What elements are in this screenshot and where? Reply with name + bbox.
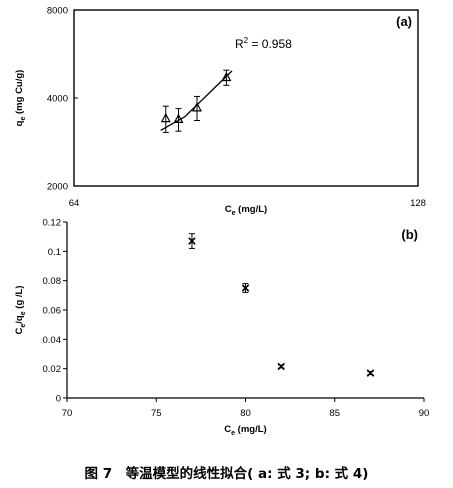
y-axis-label-a: qe (mg Cu/g) — [14, 70, 27, 127]
data-point-b — [188, 237, 196, 245]
x-axis-label-b: Ce (mg/L) — [224, 424, 266, 437]
x-tick-label-b: 90 — [419, 408, 430, 419]
y-axis-label-b-rest: (g /L) — [14, 286, 25, 312]
x-tick-label-a: 64 — [69, 198, 80, 209]
y-tick-label-b: 0 — [56, 394, 61, 405]
y-axis-label-b-mid: /q — [14, 315, 25, 324]
y-tick-label-b: 0.08 — [43, 276, 62, 287]
y-tick-label-b: 0.02 — [43, 364, 62, 375]
data-point-a — [221, 71, 232, 82]
r-squared-annotation: R2 = 0.958 — [235, 36, 292, 51]
y-axis-label-b: Ce/qe (g /L) — [14, 286, 27, 335]
y-tick-label-a: 8000 — [47, 6, 68, 17]
y-axis-label-a-rest: (mg Cu/g) — [14, 70, 25, 117]
y-axis-label-b-main: C — [14, 328, 25, 335]
r-squared-sup: 2 — [244, 36, 249, 45]
x-axis-label-a-sub: e — [232, 210, 236, 217]
chart-a: 2000 4000 8000 64 128 R2 = 0.958 (a) Ce (mg/L) q… — [14, 6, 426, 218]
data-point-b — [277, 362, 285, 371]
y-tick-label-b: 0.04 — [43, 335, 62, 346]
chart-b: 0 0.02 0.04 0.06 0.08 0.1 0.12 70 75 80 85 90 (b) Ce … — [14, 218, 429, 438]
y-axis-label-a-main: q — [14, 120, 25, 126]
y-tick-label-b: 0.1 — [48, 247, 61, 258]
x-tick-label-b: 85 — [329, 408, 340, 419]
x-axis-label-b-rest: (mg/L) — [235, 424, 267, 435]
y-tick-label-b: 0.06 — [43, 306, 62, 317]
x-axis-label-a: Ce (mg/L) — [225, 204, 267, 217]
panel-label-a: (a) — [396, 14, 412, 29]
data-point-b — [241, 284, 250, 292]
x-axis-label-b-sub: e — [231, 430, 235, 437]
y-axis-label-b-sub: e — [20, 324, 27, 328]
x-tick-label-b: 70 — [62, 408, 73, 419]
figure: 2000 4000 8000 64 128 R2 = 0.958 (a) Ce (mg/L) q… — [14, 6, 429, 438]
x-tick-label-b: 80 — [240, 408, 251, 419]
x-axis-label-b-main: C — [224, 424, 231, 435]
r-squared-rest: = 0.958 — [248, 37, 292, 51]
x-axis-label-a-main: C — [225, 204, 232, 215]
data-point-b — [366, 369, 375, 377]
fit-line-a — [160, 70, 233, 131]
r-squared-main: R — [235, 37, 244, 51]
data-point-a — [160, 112, 171, 123]
panel-label-b: (b) — [401, 227, 418, 242]
x-tick-label-a: 128 — [410, 198, 426, 209]
x-axis-label-a-rest: (mg/L) — [236, 204, 268, 215]
figure-caption: 图 7 等温模型的线性拟合( a: 式 3; b: 式 4) — [84, 466, 369, 482]
x-tick-label-b: 75 — [151, 408, 162, 419]
y-tick-label-b: 0.12 — [43, 218, 62, 229]
y-tick-label-a: 2000 — [47, 182, 68, 193]
y-axis-label-b-sub2: e — [20, 311, 27, 315]
y-tick-label-a: 4000 — [47, 94, 68, 105]
y-axis-label-a-sub: e — [20, 117, 27, 121]
data-point-a — [191, 102, 202, 112]
data-point-a — [173, 113, 184, 123]
